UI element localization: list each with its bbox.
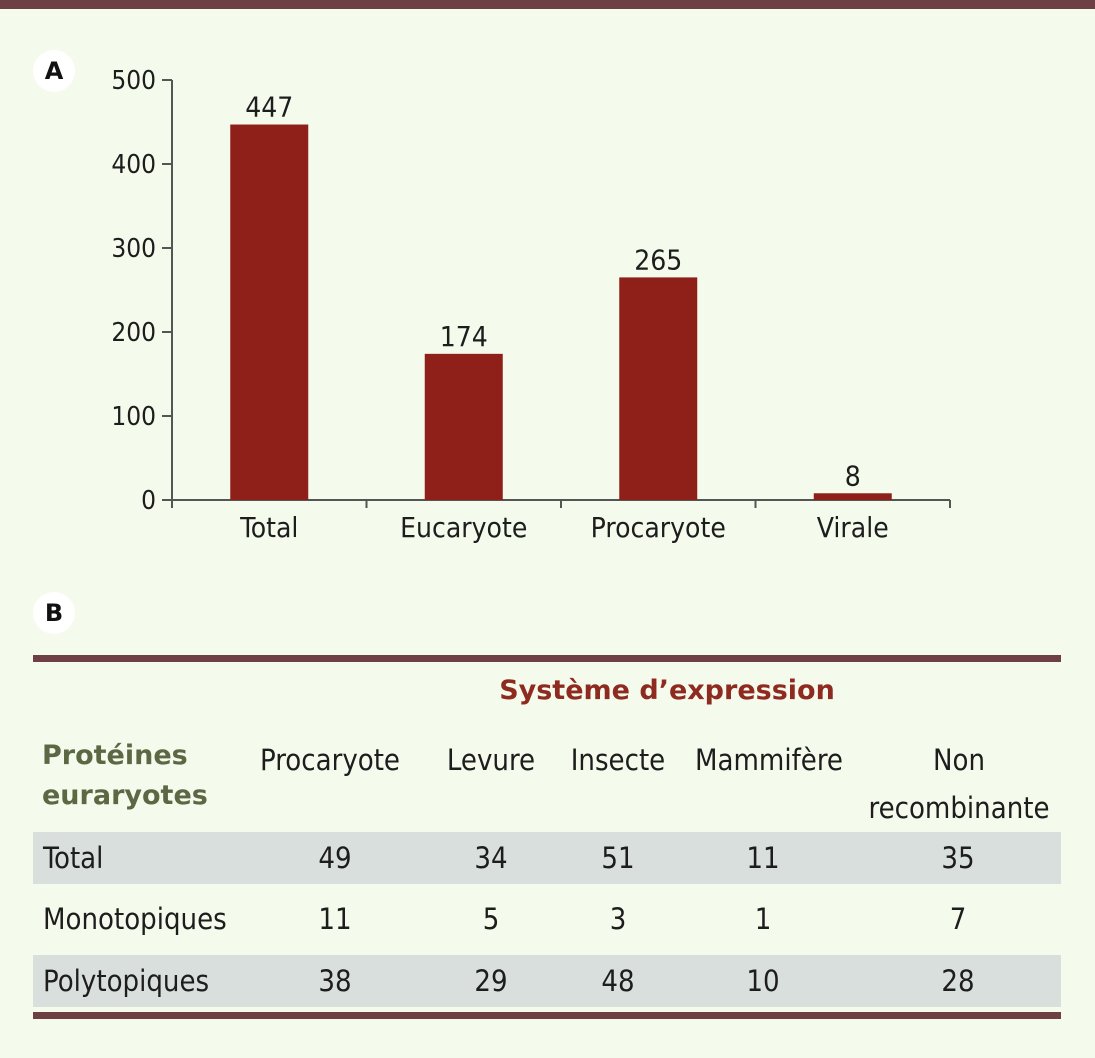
- x-category-label: Total: [239, 511, 298, 544]
- row-header-line1: Protéines: [42, 740, 188, 771]
- x-category-label: Eucaryote: [400, 511, 527, 544]
- bar-value-label: 8: [845, 459, 861, 492]
- bar-value-label: 174: [440, 320, 488, 353]
- row-label: Monotopiques: [43, 902, 227, 936]
- panel-a-badge: A: [33, 50, 75, 92]
- cell-insecte: 51: [601, 841, 635, 875]
- cell-procaryote: 11: [318, 902, 352, 936]
- table-row-total: Total 49 34 51 11 35: [33, 832, 1061, 884]
- bar-eucaryote: [424, 353, 503, 500]
- cell-levure: 29: [474, 964, 508, 998]
- table-top-rule: [33, 655, 1061, 662]
- col-header-non-recombinante-line2: recombinante: [868, 791, 1050, 825]
- expression-system-title: Système d’expression: [499, 675, 835, 706]
- table-bottom-rule: [33, 1012, 1061, 1019]
- cell-levure: 34: [474, 841, 508, 875]
- cell-non-recombinante: 35: [941, 841, 975, 875]
- row-label: Polytopiques: [43, 964, 210, 998]
- y-tick-label: 500: [111, 66, 156, 96]
- y-tick-label: 300: [111, 234, 156, 264]
- col-header-non-recombinante-line1: Non: [932, 743, 985, 777]
- cell-mammifere: 10: [746, 964, 780, 998]
- col-header-procaryote: Procaryote: [260, 743, 400, 777]
- table-row-polytopiques: Polytopiques 38 29 48 10 28: [33, 955, 1061, 1007]
- row-label: Total: [43, 841, 104, 875]
- cell-procaryote: 49: [318, 841, 352, 875]
- x-category-label: Procaryote: [591, 511, 726, 544]
- y-tick-label: 200: [111, 318, 156, 348]
- row-header: Protéines euraryotes: [42, 736, 208, 816]
- cell-non-recombinante: 28: [941, 964, 975, 998]
- bar-virale: [813, 493, 892, 500]
- x-category-label: Virale: [817, 511, 889, 544]
- bar-procaryote: [619, 277, 698, 500]
- col-header-non-recombinante: Non recombinante: [855, 736, 1063, 832]
- cell-insecte: 48: [601, 964, 635, 998]
- y-tick-label: 100: [111, 402, 156, 432]
- col-header-mammifere: Mammifère: [695, 743, 843, 777]
- y-tick-label: 0: [141, 486, 156, 516]
- cell-non-recombinante: 7: [949, 902, 967, 936]
- col-header-levure: Levure: [446, 743, 536, 777]
- cell-mammifere: 1: [754, 902, 772, 936]
- cell-procaryote: 38: [318, 964, 352, 998]
- bar-value-label: 447: [245, 91, 293, 124]
- row-header-line2: euraryotes: [42, 780, 208, 811]
- bar-value-label: 265: [634, 243, 682, 276]
- panel-b-badge: B: [33, 592, 75, 634]
- y-tick-label: 400: [111, 150, 156, 180]
- table-row-monotopiques: Monotopiques 11 5 3 1 7: [33, 893, 1061, 945]
- top-border-rule: [0, 0, 1095, 9]
- cell-levure: 5: [482, 902, 500, 936]
- cell-mammifere: 11: [746, 841, 780, 875]
- bar-total: [230, 124, 309, 501]
- cell-insecte: 3: [609, 902, 627, 936]
- col-header-insecte: Insecte: [570, 743, 666, 777]
- bar-chart: 0 100 200 300 400 500 447 Total 174 Eucaryote 265 P…: [111, 66, 951, 544]
